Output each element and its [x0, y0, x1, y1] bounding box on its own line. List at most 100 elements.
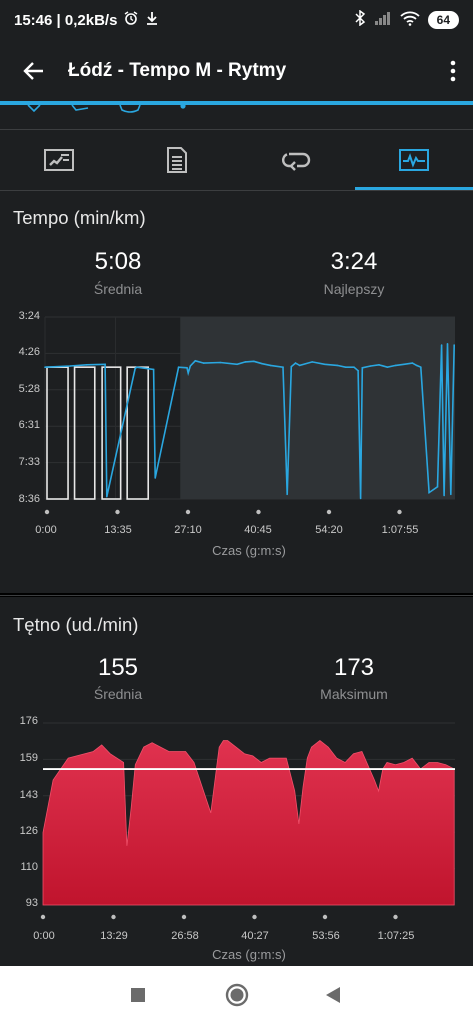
pace-data-point	[336, 364, 339, 367]
heart-x-tick: 13:29	[100, 930, 128, 942]
back-button[interactable]	[0, 40, 68, 102]
pace-data-point	[134, 367, 136, 370]
pace-card: Tempo (min/km) 5:08 Średnia 3:24 Najleps…	[0, 191, 473, 593]
heart-x-tick-dot	[322, 914, 328, 920]
pace-data-point	[202, 362, 205, 364]
pace-y-tick: 8:36	[18, 493, 40, 505]
tab-bar	[0, 130, 473, 190]
pace-data-point	[394, 364, 397, 367]
heart-x-tick-dot	[181, 914, 187, 920]
pace-average-value: 5:08	[94, 248, 142, 275]
pace-data-point	[236, 363, 238, 366]
activity-title: Łódź - Tempo M - Rytmy	[68, 60, 287, 81]
home-circle-icon	[225, 983, 249, 1007]
pace-data-point	[411, 362, 414, 364]
divider	[0, 595, 473, 596]
pace-data-point	[286, 493, 288, 496]
pace-y-tick: 4:26	[18, 346, 40, 358]
pace-x-tick: 54:20	[315, 524, 343, 536]
heart-rate-chart[interactable]	[0, 715, 473, 955]
pace-data-point	[344, 366, 347, 368]
heart-y-tick: 110	[20, 861, 38, 873]
pace-y-tick: 5:28	[18, 383, 40, 395]
pace-data-point	[298, 364, 301, 367]
pace-data-point	[85, 364, 88, 366]
pace-data-point	[440, 344, 443, 346]
pace-y-tick: 3:24	[18, 310, 40, 322]
battery-icon: 64	[427, 11, 459, 29]
signal-icon	[374, 11, 392, 29]
back-triangle-icon	[326, 987, 340, 1003]
nav-back-button[interactable]	[303, 966, 363, 1024]
pace-average-label: Średnia	[93, 281, 143, 297]
tab-laps[interactable]	[237, 130, 355, 190]
pace-data-point	[187, 372, 190, 374]
app-bar: Łódź - Tempo M - Rytmy	[0, 40, 473, 102]
pace-x-axis-title: Czas (g:m:s)	[212, 543, 286, 558]
more-options-button[interactable]	[433, 40, 473, 102]
tab-details[interactable]	[118, 130, 236, 190]
pace-data-point	[290, 365, 293, 368]
heart-y-tick: 126	[19, 825, 38, 837]
pace-data-point	[359, 497, 362, 500]
tab-graphs[interactable]	[354, 130, 473, 190]
heart-y-tick: 176	[19, 715, 38, 727]
heart-x-tick: 1:07:25	[377, 930, 415, 942]
pace-best-label: Najlepszy	[323, 281, 385, 297]
wifi-icon	[400, 11, 420, 30]
system-nav-bar	[0, 966, 473, 1024]
pace-highlight-region	[180, 317, 455, 499]
summary-chart-icon	[44, 149, 75, 171]
pace-data-point	[378, 364, 380, 366]
pace-y-tick: 7:33	[18, 456, 40, 468]
pace-data-point	[453, 344, 455, 346]
pace-data-point	[386, 366, 389, 368]
pace-data-point	[357, 369, 359, 372]
heart-x-tick: 53:56	[312, 930, 340, 942]
home-button[interactable]	[207, 966, 267, 1024]
pace-data-point	[252, 360, 255, 363]
pace-x-tick: 40:45	[244, 524, 272, 536]
arrow-back-icon	[23, 62, 43, 80]
tab-summary[interactable]	[0, 130, 118, 190]
alarm-icon	[123, 10, 139, 30]
pace-data-point	[244, 361, 247, 363]
pace-data-point	[311, 361, 314, 363]
pace-x-tick-dot	[115, 509, 120, 515]
pace-data-point	[177, 366, 180, 368]
status-bar: 15:46 | 0,2kB/s 64	[0, 0, 473, 40]
pace-x-tick: 0:00	[35, 524, 57, 536]
laps-loop-icon	[281, 152, 310, 171]
divider	[0, 129, 473, 130]
pace-x-tick: 13:35	[104, 524, 132, 536]
heart-y-tick: 159	[19, 752, 38, 764]
pace-data-point	[104, 363, 106, 366]
download-icon	[145, 11, 159, 29]
pace-data-point	[261, 362, 263, 365]
pace-data-point	[186, 366, 188, 369]
pace-data-point	[415, 364, 418, 367]
pace-data-point	[419, 366, 422, 368]
pace-x-tick-dot	[326, 509, 332, 515]
heart-rate-card: Tętno (ud./min) 155 Średnia 173 Maksimum…	[0, 597, 473, 966]
pace-data-point	[428, 491, 430, 494]
pace-data-point	[282, 366, 284, 368]
pace-x-tick: 27:10	[174, 524, 202, 536]
pace-data-point	[69, 365, 71, 367]
pace-x-tick-dot	[256, 509, 261, 515]
header-accent-line	[0, 101, 473, 105]
pace-data-point	[154, 477, 157, 479]
pace-data-point	[105, 495, 108, 498]
status-time: 15:46 | 0,2kB/s	[14, 11, 118, 29]
pace-data-point	[136, 366, 138, 368]
pace-data-point	[294, 362, 297, 364]
recents-button[interactable]	[108, 966, 168, 1024]
pace-chart[interactable]	[0, 309, 473, 549]
pace-y-tick: 6:31	[18, 419, 40, 431]
heart-rate-max-label: Maksimum	[320, 686, 388, 702]
heart-x-tick-dot	[393, 914, 398, 920]
document-icon	[167, 147, 188, 173]
pace-data-point	[369, 365, 372, 367]
pace-data-point	[194, 359, 197, 362]
pace-data-point	[152, 368, 155, 371]
